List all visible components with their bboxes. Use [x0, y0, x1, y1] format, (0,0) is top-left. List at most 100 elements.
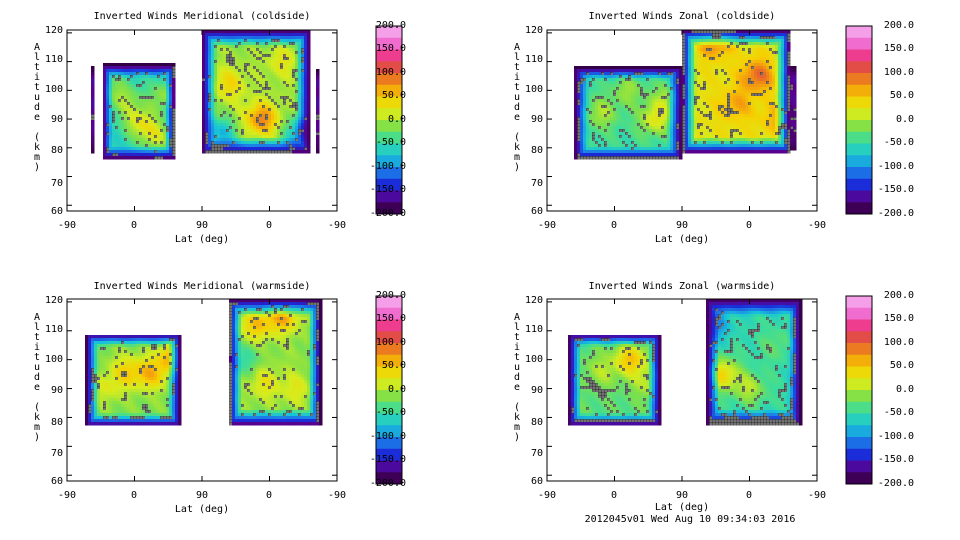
heatmap-cell — [304, 84, 308, 88]
heatmap-cell — [256, 99, 260, 103]
heatmap-cell — [697, 138, 701, 142]
heatmap-cell — [244, 30, 248, 34]
heatmap-cell — [220, 36, 224, 40]
heatmap-cell — [688, 57, 692, 61]
heatmap-cell — [625, 147, 629, 151]
heatmap-cell — [730, 69, 734, 73]
heatmap-cell — [769, 90, 773, 94]
heatmap-cell — [703, 105, 707, 109]
heatmap-cell — [754, 78, 758, 82]
heatmap-cell — [586, 141, 590, 145]
heatmap-cell — [607, 132, 611, 136]
heatmap-cell — [715, 48, 719, 52]
heatmap-cell — [772, 93, 776, 97]
heatmap-cell — [112, 150, 116, 154]
heatmap-cell — [595, 141, 599, 145]
heatmap-cell — [112, 135, 116, 139]
heatmap-cell — [601, 90, 605, 94]
heatmap-cell — [142, 120, 146, 124]
heatmap-cell — [613, 114, 617, 118]
heatmap-cell — [148, 117, 152, 121]
heatmap-cell — [139, 99, 143, 103]
heatmap-cell — [220, 138, 224, 142]
heatmap-cell — [712, 69, 716, 73]
heatmap-cell — [232, 132, 236, 136]
heatmap-cell — [766, 90, 770, 94]
heatmap-cell — [235, 147, 239, 151]
heatmap-cell — [172, 63, 176, 67]
heatmap-cell — [220, 102, 224, 106]
heatmap-cell — [775, 75, 779, 79]
heatmap-cell — [697, 114, 701, 118]
heatmap-cell — [745, 57, 749, 61]
heatmap-cell — [721, 33, 725, 37]
heatmap-cell — [763, 42, 767, 46]
heatmap-cell — [244, 150, 248, 154]
heatmap-cell — [283, 63, 287, 67]
heatmap-cell — [634, 117, 638, 121]
heatmap-cell — [205, 87, 209, 91]
heatmap-cell — [241, 108, 245, 112]
heatmap-cell — [121, 144, 125, 148]
heatmap-cell — [127, 129, 131, 133]
heatmap-cell — [103, 87, 107, 91]
heatmap-cell — [208, 66, 212, 70]
heatmap-cell — [643, 81, 647, 85]
heatmap-cell — [628, 81, 632, 85]
heatmap-cell — [304, 72, 308, 76]
heatmap-cell — [280, 123, 284, 127]
heatmap-cell — [226, 75, 230, 79]
heatmap-cell — [709, 135, 713, 139]
heatmap-cell — [130, 75, 134, 79]
heatmap-cell — [628, 102, 632, 106]
heatmap-cell — [127, 147, 131, 151]
heatmap-cell — [586, 147, 590, 151]
heatmap-cell — [172, 72, 176, 76]
heatmap-cell — [301, 45, 305, 49]
heatmap-cell — [121, 72, 125, 76]
heatmap-cell — [652, 69, 656, 73]
heatmap-cell — [124, 93, 128, 97]
heatmap-cell — [166, 96, 170, 100]
heatmap-cell — [139, 105, 143, 109]
heatmap-cell — [601, 66, 605, 70]
heatmap-cell — [772, 48, 776, 52]
x-tick-label: -90 — [58, 220, 76, 231]
heatmap-cell — [220, 51, 224, 55]
heatmap-cell — [136, 90, 140, 94]
heatmap-cell — [235, 54, 239, 58]
heatmap-cell — [229, 93, 233, 97]
heatmap-cell — [781, 60, 785, 64]
heatmap-cell — [733, 114, 737, 118]
heatmap-cell — [628, 135, 632, 139]
heatmap-cell — [766, 111, 770, 115]
heatmap-cell — [673, 153, 677, 157]
heatmap-cell — [247, 129, 251, 133]
heatmap-cell — [115, 153, 119, 157]
heatmap-cell — [217, 72, 221, 76]
heatmap-cell — [682, 132, 686, 136]
heatmap-cell — [757, 33, 761, 37]
heatmap-cell — [754, 33, 758, 37]
heatmap-cell — [223, 45, 227, 49]
heatmap-cell — [268, 117, 272, 121]
heatmap-cell — [652, 147, 656, 151]
heatmap-cell — [166, 138, 170, 142]
heatmap-cell — [739, 126, 743, 130]
heatmap-cell — [145, 129, 149, 133]
heatmap-cell — [670, 144, 674, 148]
heatmap-cell — [253, 57, 257, 61]
heatmap-cell — [211, 126, 215, 130]
heatmap-cell — [577, 111, 581, 115]
heatmap-cell — [154, 150, 158, 154]
heatmap-cell — [610, 147, 614, 151]
heatmap-cell — [118, 108, 122, 112]
heatmap-cell — [631, 105, 635, 109]
heatmap-cell — [688, 132, 692, 136]
heatmap-cell — [670, 111, 674, 115]
heatmap-cell — [733, 69, 737, 73]
heatmap-cell — [763, 87, 767, 91]
heatmap-cell — [685, 144, 689, 148]
heatmap-cell — [619, 90, 623, 94]
heatmap-cell — [145, 105, 149, 109]
